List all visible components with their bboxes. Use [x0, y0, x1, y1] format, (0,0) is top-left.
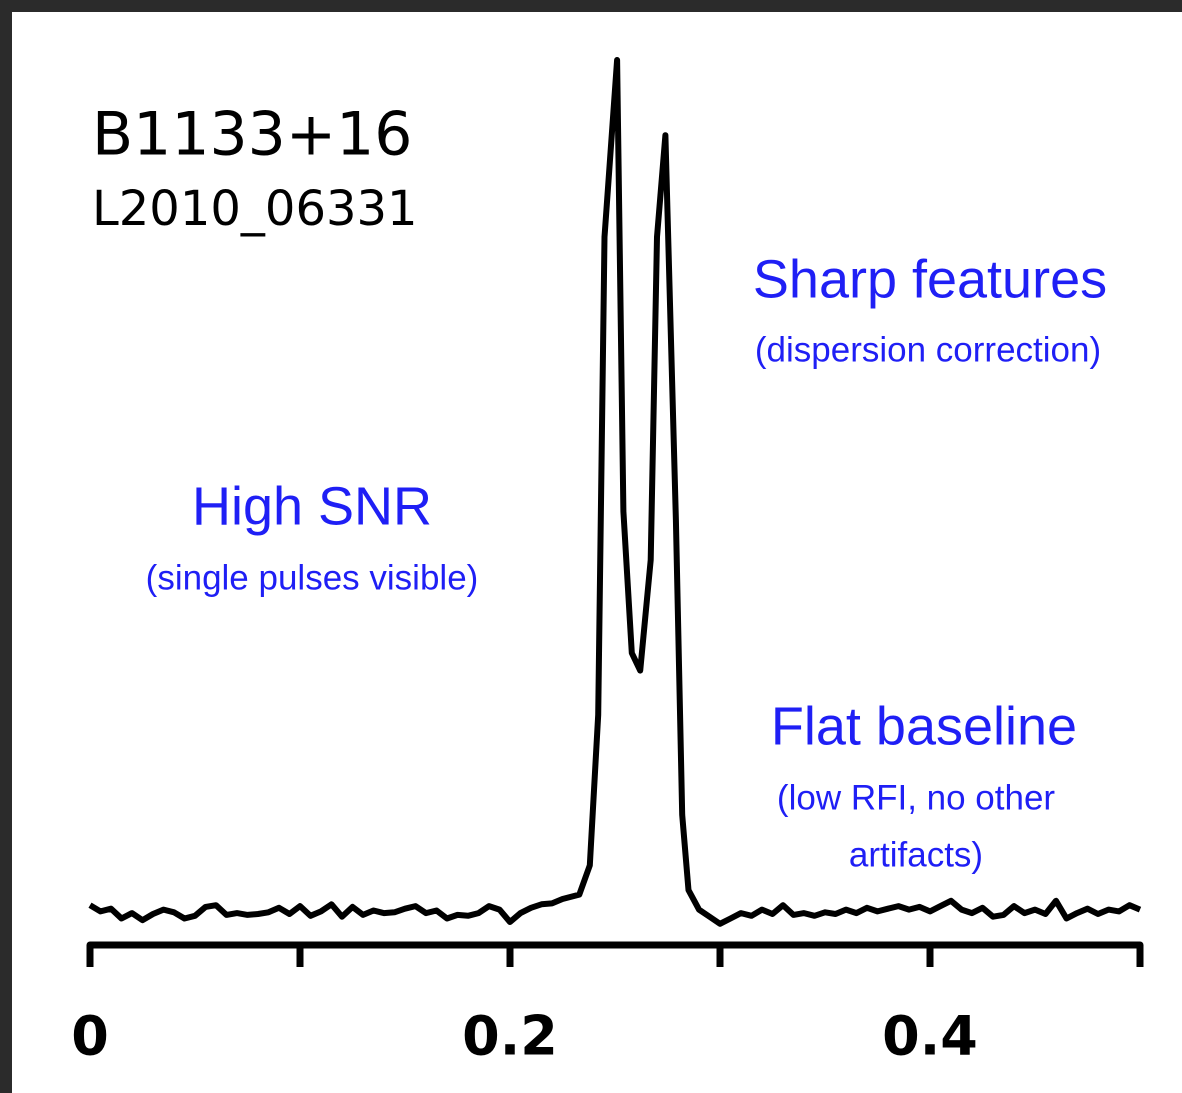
plot-panel [12, 12, 1182, 1093]
annotation: High SNR [192, 476, 432, 536]
chart-title: B1133+16 [92, 100, 412, 170]
annotation: Sharp features [753, 249, 1107, 309]
x-tick-label: 0.2 [462, 1005, 558, 1068]
annotation: artifacts) [849, 835, 983, 874]
chart-subtitle: L2010_06331 [92, 181, 418, 237]
x-tick-label: 0.4 [882, 1005, 978, 1068]
annotation: (single pulses visible) [146, 558, 479, 597]
x-tick-label: 0 [71, 1005, 109, 1068]
annotation: (low RFI, no other [777, 778, 1055, 817]
annotation: Flat baseline [771, 696, 1077, 756]
annotation: (dispersion correction) [755, 330, 1101, 369]
profile-line [88, 57, 1142, 927]
